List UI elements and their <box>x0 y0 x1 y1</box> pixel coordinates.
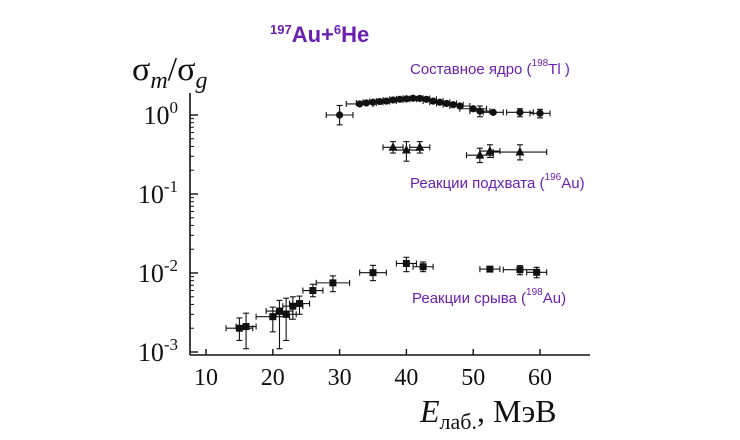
data-point <box>325 104 354 126</box>
square-marker <box>402 259 410 267</box>
square-marker <box>369 269 377 277</box>
square-marker <box>242 323 250 331</box>
circle-marker <box>476 107 484 115</box>
data-point <box>412 261 434 273</box>
data-point <box>409 141 431 154</box>
data-point <box>288 295 311 315</box>
circle-marker <box>416 94 424 103</box>
square-marker <box>419 263 427 271</box>
chart-title: 197Au+6He <box>270 22 369 47</box>
x-tick-label: 40 <box>394 365 418 391</box>
circle-marker <box>362 99 370 107</box>
triangle-marker <box>485 146 495 155</box>
data-point <box>492 144 548 161</box>
data-point <box>506 108 534 118</box>
circle-marker <box>382 97 390 105</box>
data-point <box>395 256 417 273</box>
circle-marker <box>336 111 344 119</box>
x-tick-label: 50 <box>461 365 485 391</box>
square-marker <box>516 266 524 274</box>
data-point <box>526 266 548 279</box>
data-point <box>392 141 421 162</box>
square-marker <box>235 324 243 332</box>
x-tick-label: 10 <box>194 365 218 391</box>
x-tick-label: 60 <box>528 365 552 391</box>
series-label: Реакции подхвата (196Au) <box>410 172 585 192</box>
circle-marker <box>429 97 437 105</box>
y-tick-label: 100 <box>144 98 179 130</box>
data-point <box>479 265 501 273</box>
y-tick-label: 10-1 <box>138 177 178 209</box>
triangle-marker <box>401 145 411 154</box>
circle-marker <box>369 98 377 106</box>
triangle-marker <box>415 142 425 151</box>
series-label: Реакции срыва (198Au) <box>412 287 566 307</box>
series-group <box>382 141 548 164</box>
series-label: Составное ядро (198Tl ) <box>410 58 570 78</box>
circle-marker <box>356 100 364 108</box>
chart-text: 10 20 30 40 50 60 10-3 10-2 10-1 100 197Au+6He σm/σ… <box>132 22 585 434</box>
y-tick-label: 10-2 <box>138 256 178 288</box>
circle-marker <box>436 98 444 106</box>
circle-marker <box>469 105 477 113</box>
data-point <box>479 144 501 159</box>
circle-marker <box>489 108 497 116</box>
circle-marker <box>442 99 451 108</box>
square-marker <box>486 265 494 273</box>
data-point <box>359 264 387 282</box>
square-marker <box>296 300 304 308</box>
data-point <box>469 105 491 118</box>
x-tick-label: 20 <box>261 365 285 391</box>
square-marker <box>289 302 297 310</box>
data-point <box>482 108 504 116</box>
axes <box>189 93 590 356</box>
square-marker <box>533 268 541 276</box>
circle-marker <box>536 109 544 117</box>
circle-marker <box>389 96 397 104</box>
square-marker <box>269 313 277 321</box>
square-marker <box>282 310 290 318</box>
triangle-marker <box>515 147 525 156</box>
data-point <box>529 108 551 119</box>
circle-marker <box>422 95 431 103</box>
circle-marker <box>402 95 410 103</box>
square-marker <box>309 287 317 295</box>
series-group <box>325 94 551 126</box>
series-group <box>225 256 548 350</box>
square-marker <box>275 307 283 315</box>
x-tick-label: 30 <box>328 365 352 391</box>
data-points <box>225 94 551 350</box>
data-point <box>235 312 257 350</box>
square-marker <box>329 279 337 287</box>
data-point <box>502 265 538 276</box>
x-axis-label: Eлаб., МэВ <box>419 393 557 434</box>
triangle-marker <box>388 142 398 151</box>
circle-marker <box>516 108 524 116</box>
y-tick-label: 10-3 <box>138 335 178 367</box>
y-axis-label: σm/σg <box>132 51 207 94</box>
triangle-marker <box>475 150 485 159</box>
data-point <box>315 275 351 293</box>
circle-marker <box>449 101 457 109</box>
data-point <box>302 283 324 298</box>
